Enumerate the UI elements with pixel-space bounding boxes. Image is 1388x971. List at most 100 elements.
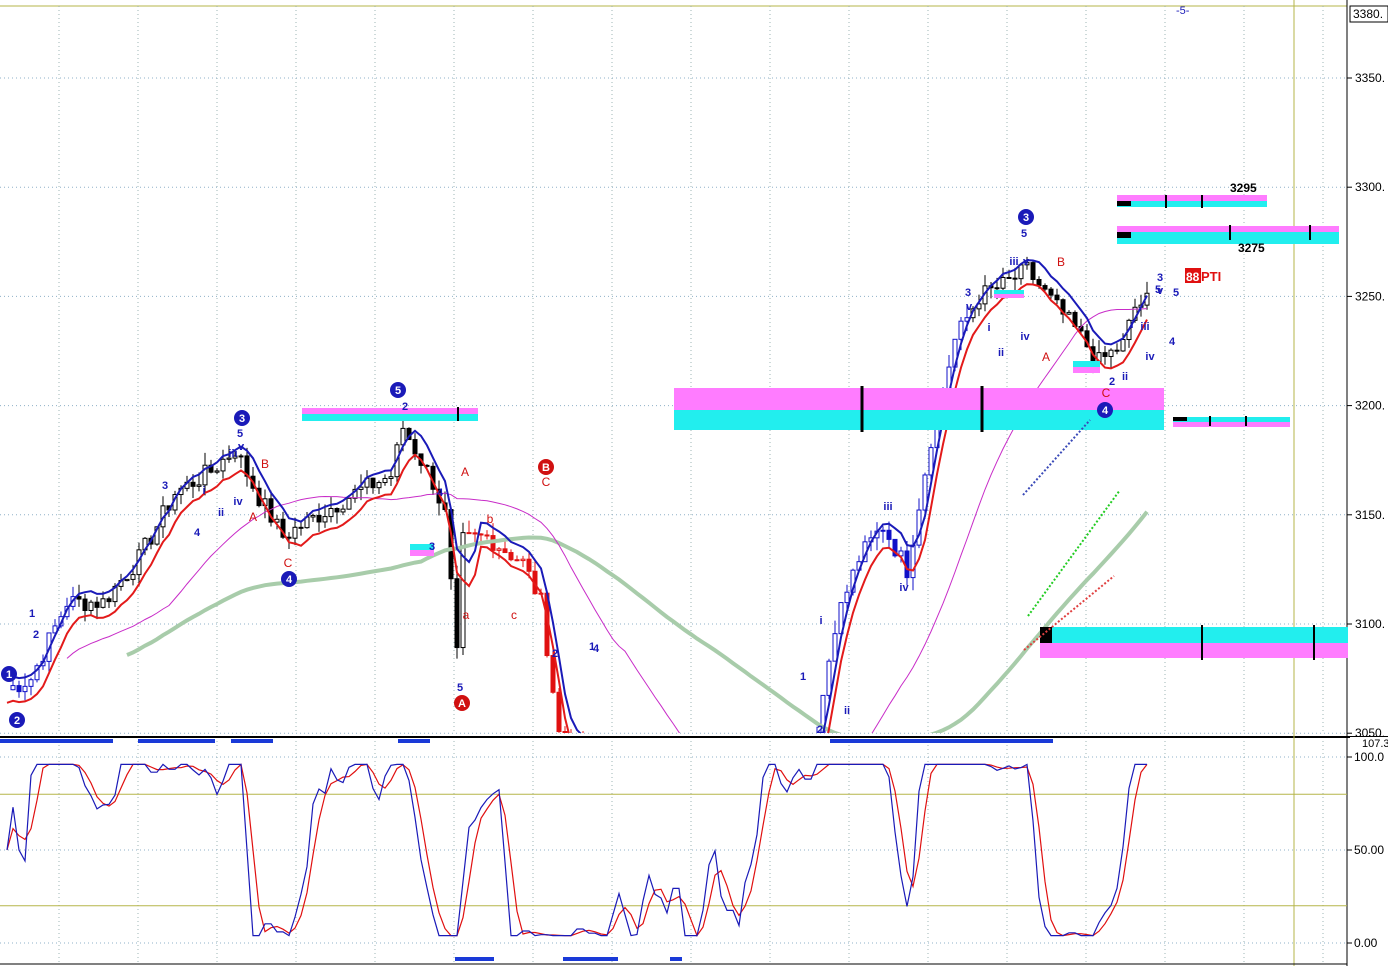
fan-line [1023, 575, 1115, 651]
wave-label: B [1057, 255, 1065, 269]
price-panel-bg [0, 6, 1347, 733]
zone-marker [1173, 417, 1187, 421]
candle-body [484, 534, 490, 537]
candle-body [376, 482, 382, 489]
circled-label-bg [234, 410, 250, 426]
wave-label: ii [1122, 371, 1128, 383]
target-zone-3200 [674, 386, 1164, 432]
candle-body [334, 507, 340, 513]
circled-label: 4 [286, 574, 293, 586]
candle-body [316, 514, 322, 523]
slow-moving-average [6, 283, 1148, 733]
wave-label: 3 [429, 541, 435, 553]
wave-label: 3 [965, 287, 971, 299]
candle-body [514, 559, 520, 562]
candle-body [292, 526, 298, 539]
zone-band [1173, 422, 1290, 427]
y-tick-label: 100.0 [1354, 750, 1384, 764]
zone-band [410, 550, 434, 556]
wave-label: C [542, 475, 551, 489]
target-zone-5 [302, 407, 478, 421]
candle-body [10, 685, 16, 691]
candle-body [1120, 339, 1126, 352]
candle-body [844, 591, 850, 604]
candle-body [820, 694, 826, 733]
oscillator-axis: 100.0 50.00 0.00 [0, 750, 1384, 950]
wave-label: iii [1140, 321, 1149, 333]
osc-trend-bar [563, 957, 618, 961]
oscillator-main-line [6, 763, 1147, 937]
pti-label: PTI [1201, 269, 1221, 284]
y-tick-label: 3250. [1355, 289, 1385, 303]
candle-body [16, 685, 22, 693]
current-price-box [1349, 5, 1388, 23]
candle-body [1102, 352, 1108, 357]
circled-label-bg [538, 459, 554, 475]
candle-body [898, 550, 904, 557]
candle-body [1024, 262, 1030, 266]
wave-label: C [1102, 386, 1111, 400]
candle-body [328, 507, 334, 518]
wave-label: iv [233, 496, 243, 508]
circled-label: 5 [395, 385, 401, 397]
wave-label: i [987, 322, 990, 334]
candle-body [928, 447, 934, 476]
candle-body [106, 598, 112, 603]
candle-body [124, 578, 130, 582]
target-zone-3195 [1173, 416, 1290, 427]
candle-body [454, 578, 460, 649]
candle-body [478, 533, 484, 536]
pti-value: 88 [1186, 270, 1200, 284]
wave-label: 4 [1169, 336, 1176, 348]
osc-top-label: 107.3 [1362, 738, 1388, 750]
candle-body [994, 287, 1000, 290]
wave-label: iv [1145, 351, 1155, 363]
circled-label-bg [390, 382, 406, 398]
zone-band [1073, 367, 1100, 373]
price-label-3275: 3275 [1238, 241, 1265, 255]
candle-body [832, 633, 838, 662]
target-zone-3095 [1040, 625, 1348, 660]
zone-band [1117, 226, 1339, 232]
fan-lines [1022, 419, 1121, 651]
circled-label-bg [454, 695, 470, 711]
candle-body [232, 455, 238, 459]
candle-body [460, 532, 466, 649]
zone-band [302, 408, 478, 414]
wave-label: i [202, 485, 205, 497]
zone-marker [1040, 627, 1052, 643]
candle-body [130, 574, 136, 580]
wave-label: 4 [593, 643, 600, 655]
wave-label: 5 [1173, 287, 1179, 299]
zone-band [674, 388, 1164, 410]
candle-body [412, 439, 418, 455]
y-tick-label: 50.00 [1354, 843, 1384, 857]
fast-moving-average [6, 259, 1148, 733]
circled-label: 3 [239, 413, 245, 425]
zone-band [302, 414, 478, 421]
mid-moving-average [66, 308, 1148, 733]
wave-label: b [487, 512, 494, 526]
wave-label: v [1157, 285, 1164, 297]
price-axis: 3350. 3300. 3250. 3200. 3150. 3100. 3050. [0, 71, 1385, 740]
candle-body [220, 458, 226, 472]
target-zone-3295 [1117, 195, 1267, 208]
candle-body [1012, 277, 1018, 280]
zone-band [994, 290, 1024, 294]
wave-label: 5 [237, 428, 243, 440]
wave-label: 1 [29, 608, 35, 620]
candle-body [880, 529, 886, 532]
y-tick-label: 3350. [1355, 71, 1385, 85]
candle-body [202, 464, 208, 486]
candle-body [1060, 299, 1066, 315]
wave-label: A [1042, 350, 1050, 364]
wave-label: 4 [437, 487, 444, 499]
wave-label: 3 [1157, 272, 1163, 284]
long-moving-average [126, 510, 1149, 733]
zone-band [674, 410, 1164, 430]
trend-bar [138, 739, 215, 743]
zone-band [410, 544, 434, 550]
price-label-3295: 3295 [1230, 181, 1257, 195]
candle-body [94, 601, 100, 608]
wave-label: 5 [1155, 284, 1161, 296]
